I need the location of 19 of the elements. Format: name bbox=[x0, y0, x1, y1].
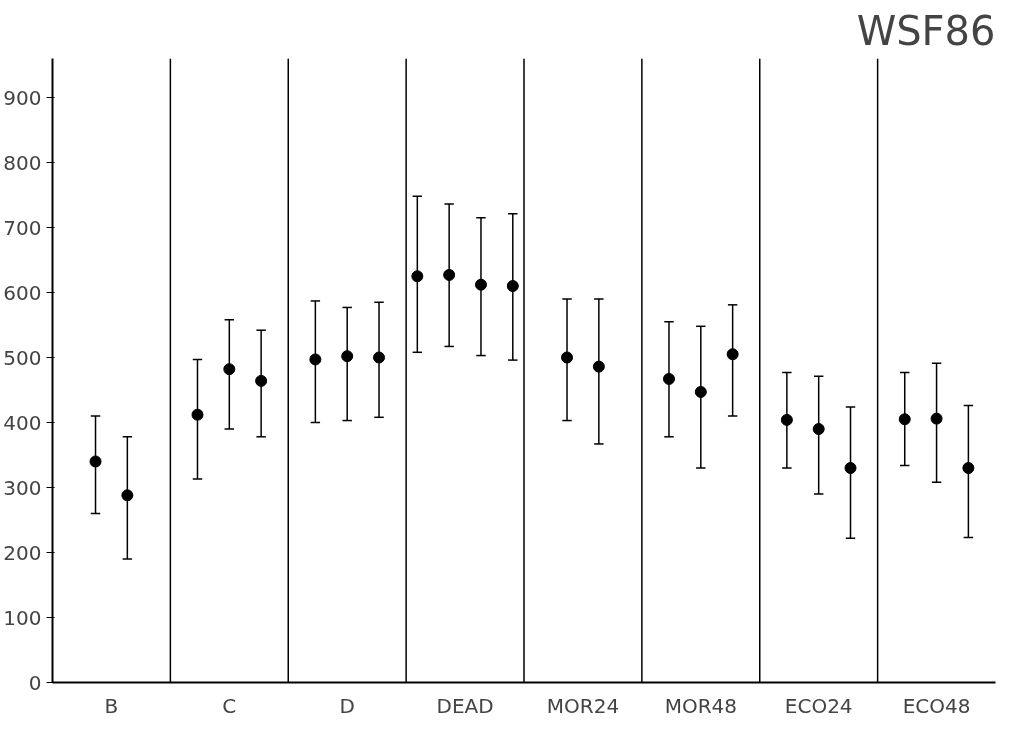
x-tick-label: ECO24 bbox=[784, 693, 853, 718]
y-tick-label: 200 bbox=[3, 540, 42, 565]
y-tick-label: 800 bbox=[3, 150, 42, 175]
y-tick-label: 300 bbox=[3, 475, 42, 500]
y-tick-label: 600 bbox=[3, 280, 42, 305]
y-tick-label: 900 bbox=[3, 85, 42, 110]
x-tick-label: MOR24 bbox=[546, 693, 620, 718]
y-tick-label: 400 bbox=[3, 410, 42, 435]
x-tick-label: C bbox=[222, 693, 237, 718]
y-tick-label: 700 bbox=[3, 215, 42, 240]
y-tick-label: 0 bbox=[28, 670, 42, 695]
x-tick-label: ECO48 bbox=[902, 693, 971, 718]
x-tick-label: D bbox=[339, 693, 355, 718]
y-tick-label: 100 bbox=[3, 605, 42, 630]
x-tick-label: DEAD bbox=[436, 693, 494, 718]
chart-title: WSF86 bbox=[856, 7, 996, 54]
y-tick-label: 500 bbox=[3, 345, 42, 370]
x-tick-label: MOR48 bbox=[664, 693, 737, 718]
x-tick-label: B bbox=[104, 693, 119, 718]
